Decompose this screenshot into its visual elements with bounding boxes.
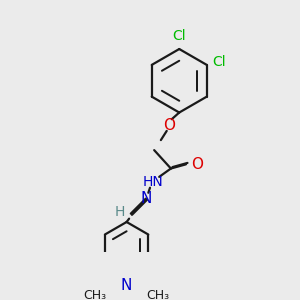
Text: O: O: [163, 118, 175, 133]
Text: CH₃: CH₃: [147, 289, 170, 300]
Text: Cl: Cl: [213, 56, 226, 69]
Text: N: N: [140, 191, 152, 206]
Text: H: H: [115, 205, 125, 219]
Text: HN: HN: [142, 175, 163, 189]
Text: N: N: [121, 278, 132, 293]
Text: O: O: [191, 157, 203, 172]
Text: CH₃: CH₃: [83, 289, 106, 300]
Text: Cl: Cl: [172, 29, 186, 43]
